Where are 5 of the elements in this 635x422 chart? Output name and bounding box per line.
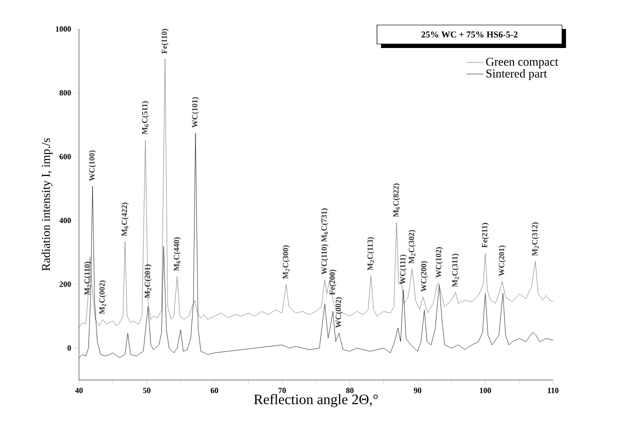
y-axis-title: Radiation intensity I, imp./s [42, 138, 52, 271]
legend-label: Green compact [486, 58, 558, 68]
chart-title: 25% WC + 75% HS6-5-2 [421, 31, 518, 38]
x-axis-title: Reflection angle 2Θ,° [254, 394, 378, 408]
legend-label: Sintered part [486, 69, 547, 80]
